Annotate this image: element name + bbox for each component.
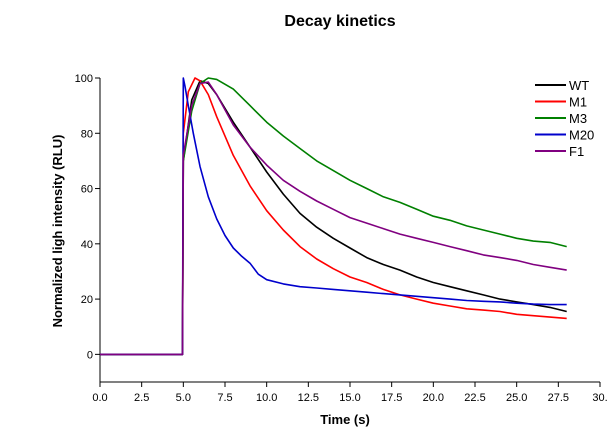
series-line-m3 xyxy=(100,77,567,356)
legend-label-m3: M3 xyxy=(569,111,587,126)
series-line-wt xyxy=(100,80,567,356)
series-line-f1 xyxy=(100,81,567,356)
y-axis-label: Normalized ligh intensity (RLU) xyxy=(50,135,65,328)
x-tick-label: 0.0 xyxy=(92,392,107,404)
x-axis-label: Time (s) xyxy=(320,412,370,427)
y-tick-label: 80 xyxy=(81,128,93,140)
x-tick-label: 12.5 xyxy=(298,392,319,404)
axes: 0 20 40 60 80 100 0.0 2.5 5.0 7.5 10.0 12.5 15.0 17.5… xyxy=(75,73,608,404)
legend-label-m20: M20 xyxy=(569,128,594,143)
y-tick-label: 100 xyxy=(75,73,93,85)
legend-label-f1: F1 xyxy=(569,144,584,159)
x-tick-label: 25.0 xyxy=(506,392,527,404)
y-tick-label: 0 xyxy=(87,349,93,361)
x-tick-label: 15.0 xyxy=(339,392,360,404)
y-tick-label: 60 xyxy=(81,184,93,196)
y-tick-label: 20 xyxy=(81,294,93,306)
chart-title: Decay kinetics xyxy=(284,13,395,30)
x-tick-label: 17.5 xyxy=(381,392,402,404)
y-tick-label: 40 xyxy=(81,239,93,251)
series-group xyxy=(100,77,567,356)
series-line-m1 xyxy=(100,77,567,356)
x-tick-label: 20.0 xyxy=(423,392,444,404)
x-tick-label: 2.5 xyxy=(134,392,149,404)
legend-label-wt: WT xyxy=(569,78,589,93)
series-line-m20 xyxy=(100,77,567,356)
x-tick-label: 5.0 xyxy=(176,392,191,404)
x-tick-label: 22.5 xyxy=(464,392,485,404)
x-tick-label: 7.5 xyxy=(217,392,232,404)
x-tick-label: 27.5 xyxy=(548,392,569,404)
x-tick-label: 10.0 xyxy=(256,392,277,404)
legend-label-m1: M1 xyxy=(569,95,587,110)
x-tick-label: 30. xyxy=(592,392,607,404)
